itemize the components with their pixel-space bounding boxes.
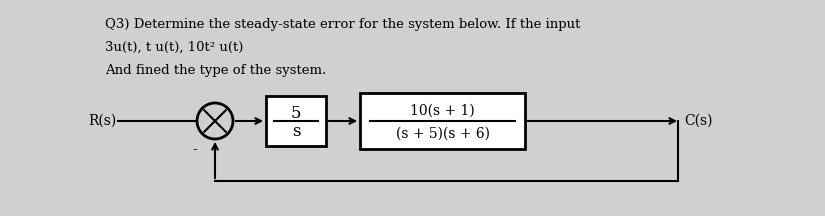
Bar [360, 93, 525, 149]
Text: 3u(t), t u(t), 10t² u(t): 3u(t), t u(t), 10t² u(t) [105, 41, 243, 54]
Bar [266, 96, 326, 146]
Text: Q3) Determine the steady-state error for the system below. If the input: Q3) Determine the steady-state error for… [105, 18, 580, 31]
Text: s: s [292, 122, 300, 140]
Text: -: - [192, 143, 197, 157]
Text: R(s): R(s) [88, 114, 116, 128]
Text: 10(s + 1): 10(s + 1) [410, 104, 475, 118]
Text: (s + 5)(s + 6): (s + 5)(s + 6) [395, 127, 489, 141]
Text: C(s): C(s) [684, 114, 713, 128]
Text: 5: 5 [290, 105, 301, 121]
Text: And fined the type of the system.: And fined the type of the system. [105, 64, 326, 77]
